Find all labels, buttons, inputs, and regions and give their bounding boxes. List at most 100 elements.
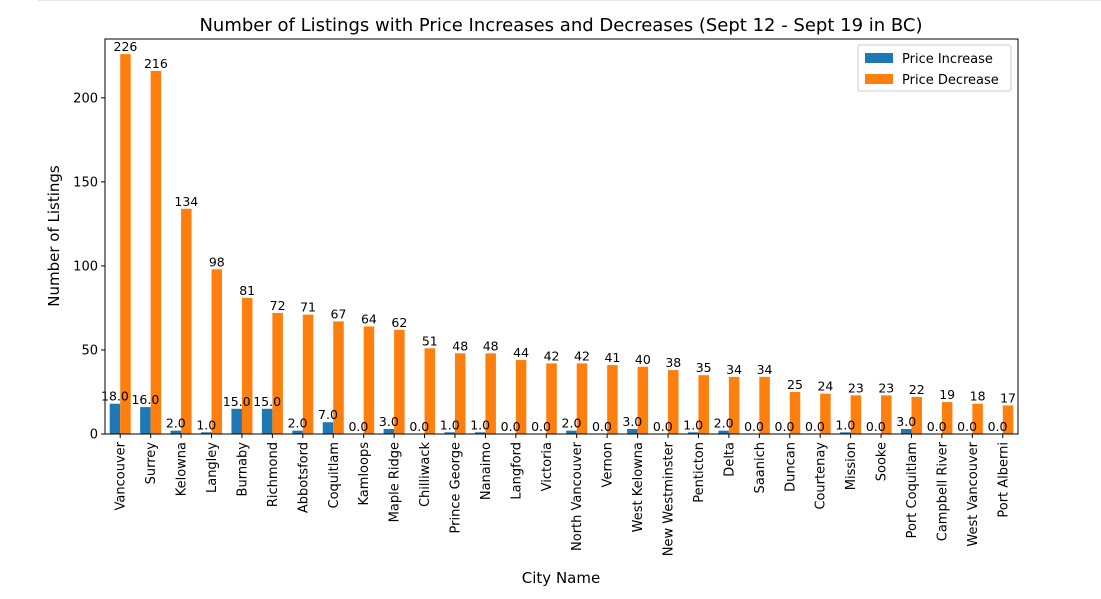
price-increase-value-label: 0.0 (927, 419, 947, 434)
price-decrease-bar (911, 397, 922, 434)
x-axis-label: City Name (522, 569, 600, 587)
price-increase-bar (170, 430, 182, 434)
price-decrease-value-label: 38 (665, 355, 681, 370)
price-increase-value-label: 0.0 (957, 419, 977, 434)
x-tick-label: Langley (205, 442, 220, 493)
price-decrease-value-label: 22 (909, 382, 925, 397)
value-labels-layer: 18.0 16.0 2.0 1.0 15.0 15.0 2.0 7.0 0.0 3.0 0.0 1.0… (101, 39, 1016, 434)
price-increase-bar (900, 428, 912, 434)
x-tick-label: Abbotsford (296, 442, 311, 513)
x-tick-label: Surrey (144, 442, 159, 485)
price-decrease-value-label: 81 (239, 283, 255, 298)
legend-box (857, 44, 1012, 92)
price-decrease-bar (485, 353, 496, 434)
price-decrease-bar (881, 395, 892, 434)
price-decrease-value-label: 98 (209, 254, 225, 269)
x-tick-label: Vernon (601, 442, 616, 487)
price-increase-value-label: 2.0 (562, 416, 582, 431)
y-axis-label: Number of Listings (45, 165, 63, 307)
price-increase-bar (261, 408, 273, 434)
price-decrease-value-label: 42 (544, 348, 560, 363)
price-increase-bar (109, 403, 121, 434)
x-tick-label: West Vancouver (966, 441, 981, 546)
price-decrease-bar (424, 348, 436, 434)
price-increase-value-label: 0.0 (866, 419, 886, 434)
price-increase-value-label: 1.0 (835, 417, 855, 432)
price-increase-value-label: 2.0 (288, 416, 308, 431)
price-increase-value-label: 18.0 (101, 389, 129, 404)
price-decrease-value-label: 134 (174, 194, 198, 209)
x-tick-label: Coquitlam (327, 442, 342, 508)
price-decrease-bar (241, 297, 253, 434)
price-increase-value-label: 1.0 (196, 417, 216, 432)
price-increase-legend-swatch (865, 53, 893, 63)
price-decrease-value-label: 216 (144, 56, 168, 71)
price-increase-value-label: 1.0 (683, 417, 703, 432)
price-decrease-bar (150, 70, 162, 434)
price-decrease-value-label: 23 (878, 380, 894, 395)
price-decrease-value-label: 62 (391, 315, 407, 330)
price-decrease-value-label: 67 (331, 306, 347, 321)
price-decrease-value-label: 41 (604, 350, 620, 365)
price-increase-value-label: 0.0 (531, 419, 551, 434)
bars-layer (109, 54, 1014, 434)
x-tick-label: Saanich (753, 442, 768, 493)
axes-layer: 0 50 100 150 200 Vancouver Surrey Kelowna Langle… (73, 38, 1019, 556)
price-increase-value-label: 0.0 (501, 419, 521, 434)
price-decrease-bar (850, 395, 862, 434)
x-tick-label: Port Alberni (996, 442, 1011, 518)
x-tick-label: Campbell River (935, 441, 950, 541)
price-decrease-value-label: 48 (483, 338, 499, 353)
x-tick-label: West Kelowna (631, 442, 646, 532)
price-increase-bar (444, 432, 455, 434)
price-decrease-bar (1002, 405, 1014, 434)
price-increase-value-label: 0.0 (805, 419, 825, 434)
price-decrease-value-label: 226 (114, 39, 138, 54)
price-increase-bar (322, 422, 334, 434)
price-decrease-bar (272, 312, 283, 434)
price-decrease-value-label: 51 (422, 333, 438, 348)
x-tick-label: Penticton (692, 442, 707, 503)
price-decrease-bar (668, 370, 679, 434)
price-decrease-bar (759, 376, 770, 434)
x-tick-label: New Westminster (662, 441, 677, 556)
price-decrease-value-label: 40 (635, 352, 651, 367)
x-tick-label: Burnaby (235, 442, 250, 497)
price-decrease-value-label: 34 (757, 362, 773, 377)
x-tick-label: Maple Ridge (388, 442, 403, 522)
price-increase-value-label: 2.0 (166, 416, 186, 431)
price-increase-bar (627, 428, 638, 434)
price-increase-bar (840, 432, 851, 434)
price-decrease-bar (576, 363, 588, 434)
price-increase-bar (231, 408, 242, 434)
price-decrease-bar (546, 363, 557, 434)
x-tick-label: Vancouver (114, 441, 129, 510)
price-decrease-value-label: 44 (513, 345, 529, 360)
price-decrease-bar (363, 326, 375, 434)
price-increase-bar (201, 432, 212, 434)
price-increase-value-label: 15.0 (253, 394, 281, 409)
y-tick-label: 100 (73, 259, 98, 274)
price-decrease-bar (120, 54, 131, 434)
price-increase-bar (140, 407, 151, 434)
price-decrease-value-label: 25 (787, 377, 803, 392)
price-decrease-bar (454, 353, 466, 434)
price-decrease-bar (515, 360, 527, 434)
price-increase-value-label: 1.0 (440, 417, 460, 432)
price-decrease-bar (211, 269, 223, 434)
x-tick-label: Courtenay (814, 442, 829, 510)
x-tick-label: Victoria (540, 442, 555, 491)
price-increase-value-label: 7.0 (318, 407, 338, 422)
price-decrease-bar (728, 376, 740, 434)
price-increase-value-label: 0.0 (592, 419, 612, 434)
price-decrease-bar (333, 321, 344, 434)
price-decrease-value-label: 23 (848, 380, 864, 395)
x-tick-label: Sooke (875, 442, 890, 481)
price-decrease-value-label: 35 (696, 360, 712, 375)
price-decrease-bar (789, 391, 801, 434)
x-tick-label: Langford (509, 442, 524, 500)
price-increase-value-label: 0.0 (409, 419, 429, 434)
price-increase-value-label: 16.0 (131, 392, 159, 407)
plot-frame (104, 38, 1019, 435)
